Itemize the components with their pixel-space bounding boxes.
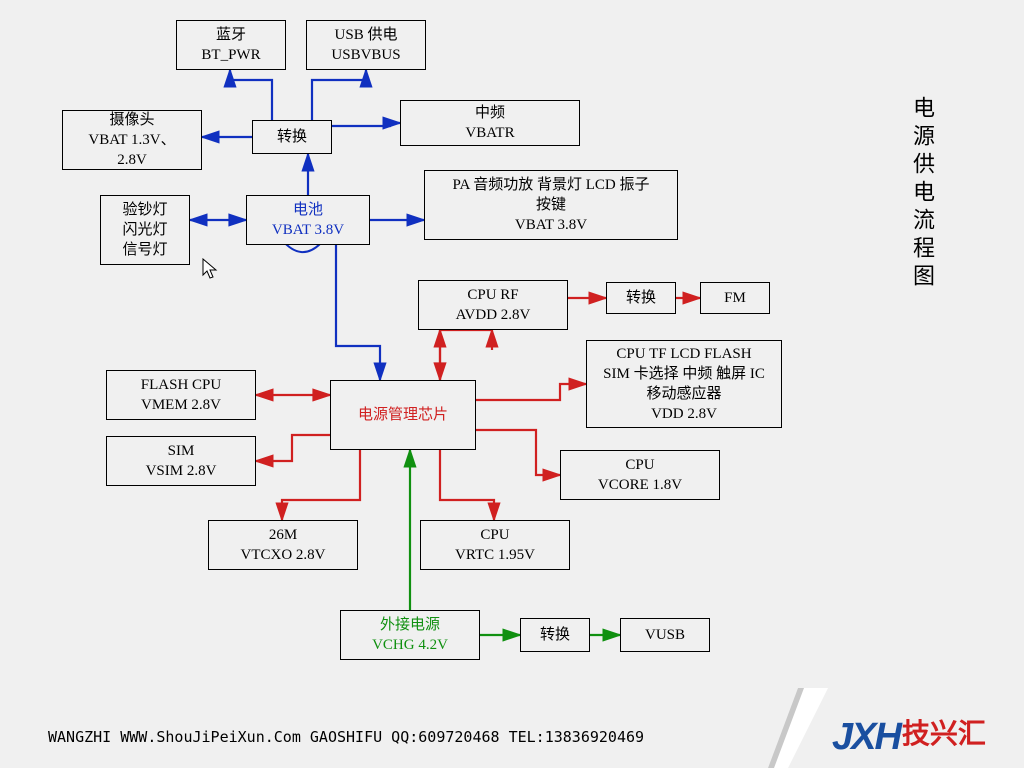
node-vchg: 外接电源VCHG 4.2V (340, 610, 480, 660)
node-lights: 验钞灯闪光灯信号灯 (100, 195, 190, 265)
edge-pmic-vtcxo (282, 450, 360, 520)
edge-convert1-bt (230, 70, 272, 120)
node-convert2: 转换 (606, 282, 676, 314)
node-pmic: 电源管理芯片 (330, 380, 476, 450)
edge-pmic-vcore (476, 430, 560, 475)
node-vrtc: CPUVRTC 1.95V (420, 520, 570, 570)
node-vtcxo: 26MVTCXO 2.8V (208, 520, 358, 570)
node-vbatr: 中频VBATR (400, 100, 580, 146)
footer-slash-decoration (768, 688, 828, 768)
diagram-canvas: 电源供电流程图 WANGZHI WWW.ShouJiPeiXun.Com GAO… (0, 0, 1024, 768)
edge-pmic-vrtc (440, 450, 494, 520)
node-flash: FLASH CPUVMEM 2.8V (106, 370, 256, 420)
node-camera: 摄像头VBAT 1.3V、2.8V (62, 110, 202, 170)
mouse-cursor-icon (202, 258, 220, 282)
node-pa: PA 音频功放 背景灯 LCD 振子按键VBAT 3.8V (424, 170, 678, 240)
logo-latin: JXH (832, 716, 900, 758)
diagram-title: 电源供电流程图 (906, 96, 938, 292)
edge-convert1-usb (312, 70, 366, 120)
node-vbat: 电池VBAT 3.8V (246, 195, 370, 245)
node-cpu_rf: CPU RFAVDD 2.8V (418, 280, 568, 330)
edge-pmic-cpu_rf (440, 330, 492, 380)
logo-cn: 技兴汇 (902, 718, 986, 749)
edge-vbat-pmic (336, 245, 380, 380)
node-sim: SIMVSIM 2.8V (106, 436, 256, 486)
footer-contact: WANGZHI WWW.ShouJiPeiXun.Com GAOSHIFU QQ… (48, 728, 644, 746)
node-bt: 蓝牙BT_PWR (176, 20, 286, 70)
node-vusb: VUSB (620, 618, 710, 652)
logo-jxh: JXH技兴汇 (832, 712, 986, 759)
node-fm: FM (700, 282, 770, 314)
node-convert3: 转换 (520, 618, 590, 652)
edge-pmic-sim (256, 435, 330, 461)
node-vcore: CPUVCORE 1.8V (560, 450, 720, 500)
node-vdd: CPU TF LCD FLASHSIM 卡选择 中频 触屏 IC移动感应器VDD… (586, 340, 782, 428)
edge-pmic-vdd (476, 384, 586, 400)
edge-convert1-vbatr (332, 123, 400, 126)
node-convert1: 转换 (252, 120, 332, 154)
node-usb: USB 供电USBVBUS (306, 20, 426, 70)
